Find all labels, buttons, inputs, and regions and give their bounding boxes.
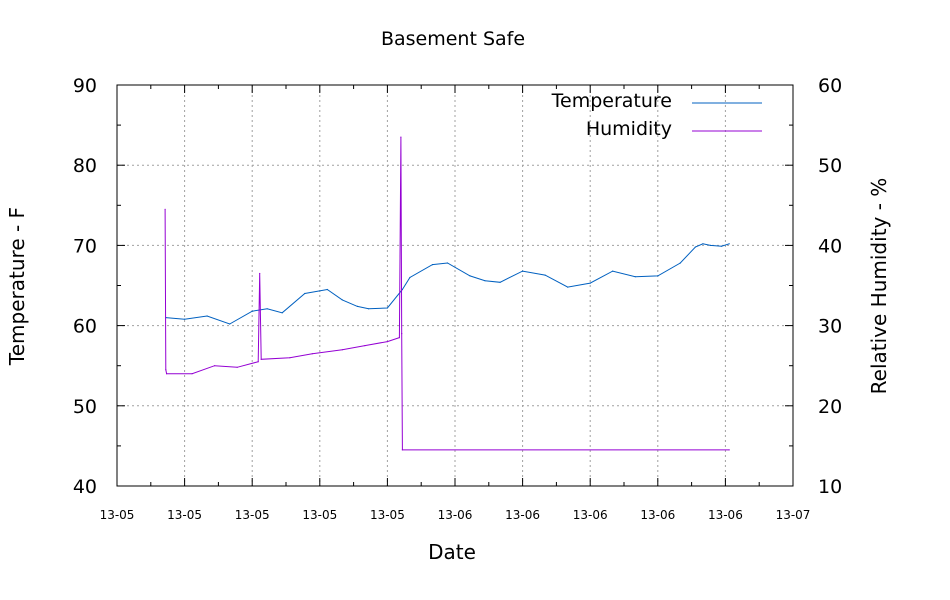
data-point-temperature bbox=[229, 323, 231, 325]
y-axis-label: Temperature - F bbox=[5, 207, 29, 366]
data-point-temperature bbox=[401, 288, 403, 291]
data-point-temperature bbox=[206, 315, 208, 317]
data-point-temperature bbox=[184, 318, 186, 320]
x-tick-label: 13-06 bbox=[573, 508, 608, 522]
y2-tick-label: 40 bbox=[818, 235, 842, 257]
y2-tick-label: 60 bbox=[818, 75, 842, 97]
data-point-temperature bbox=[469, 275, 471, 277]
data-point-humidity bbox=[728, 449, 730, 451]
data-point-humidity bbox=[259, 272, 261, 275]
data-point-temperature bbox=[709, 244, 712, 246]
data-point-humidity bbox=[257, 361, 259, 363]
x-tick-label: 13-05 bbox=[167, 508, 202, 522]
y2-tick-label: 10 bbox=[818, 476, 842, 498]
data-point-temperature bbox=[589, 282, 591, 284]
data-point-temperature bbox=[341, 299, 343, 301]
data-point-temperature bbox=[368, 308, 370, 310]
y-tick-label: 70 bbox=[73, 235, 97, 257]
data-point-humidity bbox=[386, 341, 388, 343]
y-tick-label: 60 bbox=[73, 316, 97, 338]
y2-tick-label: 20 bbox=[818, 396, 842, 418]
data-point-humidity bbox=[341, 349, 343, 351]
y2-tick-label: 50 bbox=[818, 155, 842, 177]
y-tick-label: 50 bbox=[73, 396, 97, 418]
data-point-temperature bbox=[702, 243, 704, 245]
x-tick-label: 13-07 bbox=[776, 508, 811, 522]
data-point-temperature bbox=[409, 276, 411, 279]
data-point-humidity bbox=[164, 208, 166, 210]
data-point-temperature bbox=[499, 281, 501, 283]
data-point-humidity bbox=[165, 369, 167, 371]
data-point-temperature bbox=[326, 288, 328, 291]
data-point-humidity bbox=[166, 373, 168, 375]
data-point-humidity bbox=[398, 337, 400, 339]
data-point-temperature bbox=[679, 262, 681, 264]
data-point-temperature bbox=[251, 310, 253, 312]
data-point-temperature bbox=[567, 286, 569, 288]
data-point-humidity bbox=[236, 366, 238, 368]
data-point-temperature bbox=[266, 308, 268, 310]
data-point-humidity bbox=[311, 353, 313, 355]
x-tick-label: 13-05 bbox=[302, 508, 337, 522]
series-lines bbox=[164, 136, 730, 451]
y2-axis-label: Relative Humidity - % bbox=[867, 178, 891, 395]
y-tick-label: 40 bbox=[73, 476, 97, 498]
chart-title: Basement Safe bbox=[381, 28, 525, 50]
data-point-temperature bbox=[386, 307, 388, 309]
data-point-humidity bbox=[214, 365, 216, 367]
plot-frame bbox=[116, 84, 794, 487]
data-point-temperature bbox=[431, 264, 434, 266]
data-point-temperature bbox=[446, 262, 449, 264]
data-point-temperature bbox=[634, 276, 636, 278]
data-point-humidity bbox=[401, 333, 403, 335]
tick-labels: 40 50 60 70 80 90 10 20 30 40 50 60 13-05 13-05 13-05 1… bbox=[73, 75, 842, 522]
legend: Temperature Humidity bbox=[551, 90, 762, 140]
data-point-temperature bbox=[657, 275, 659, 277]
legend-label-humidity: Humidity bbox=[586, 118, 672, 140]
data-point-temperature bbox=[612, 270, 614, 272]
data-point-humidity bbox=[260, 358, 262, 360]
x-tick-label: 13-06 bbox=[438, 508, 473, 522]
x-tick-label: 13-05 bbox=[370, 508, 405, 522]
y-tick-label: 90 bbox=[73, 75, 97, 97]
data-point-humidity bbox=[400, 136, 402, 138]
data-point-temperature bbox=[694, 246, 697, 248]
data-point-humidity bbox=[191, 373, 193, 375]
x-tick-label: 13-06 bbox=[640, 508, 675, 522]
legend-label-temperature: Temperature bbox=[551, 90, 672, 112]
x-axis-label: Date bbox=[428, 540, 476, 564]
data-point-temperature bbox=[484, 280, 486, 282]
data-point-temperature bbox=[721, 245, 723, 247]
data-point-humidity bbox=[364, 345, 366, 347]
series-line-humidity bbox=[164, 137, 730, 451]
data-point-temperature bbox=[728, 243, 730, 245]
data-point-temperature bbox=[522, 270, 524, 272]
x-tick-label: 13-05 bbox=[235, 508, 270, 522]
x-tick-label: 13-06 bbox=[505, 508, 540, 522]
data-point-temperature bbox=[304, 292, 306, 295]
y2-tick-label: 30 bbox=[818, 316, 842, 338]
x-tick-label: 13-06 bbox=[708, 508, 743, 522]
data-point-temperature bbox=[356, 305, 358, 307]
data-point-temperature bbox=[544, 274, 546, 276]
series-line-temperature bbox=[165, 243, 730, 325]
x-tick-label: 13-05 bbox=[100, 508, 135, 522]
y-tick-label: 80 bbox=[73, 155, 97, 177]
grid-lines bbox=[117, 85, 793, 486]
data-point-humidity bbox=[401, 449, 403, 451]
data-point-temperature bbox=[281, 312, 283, 314]
data-point-humidity bbox=[289, 357, 291, 359]
